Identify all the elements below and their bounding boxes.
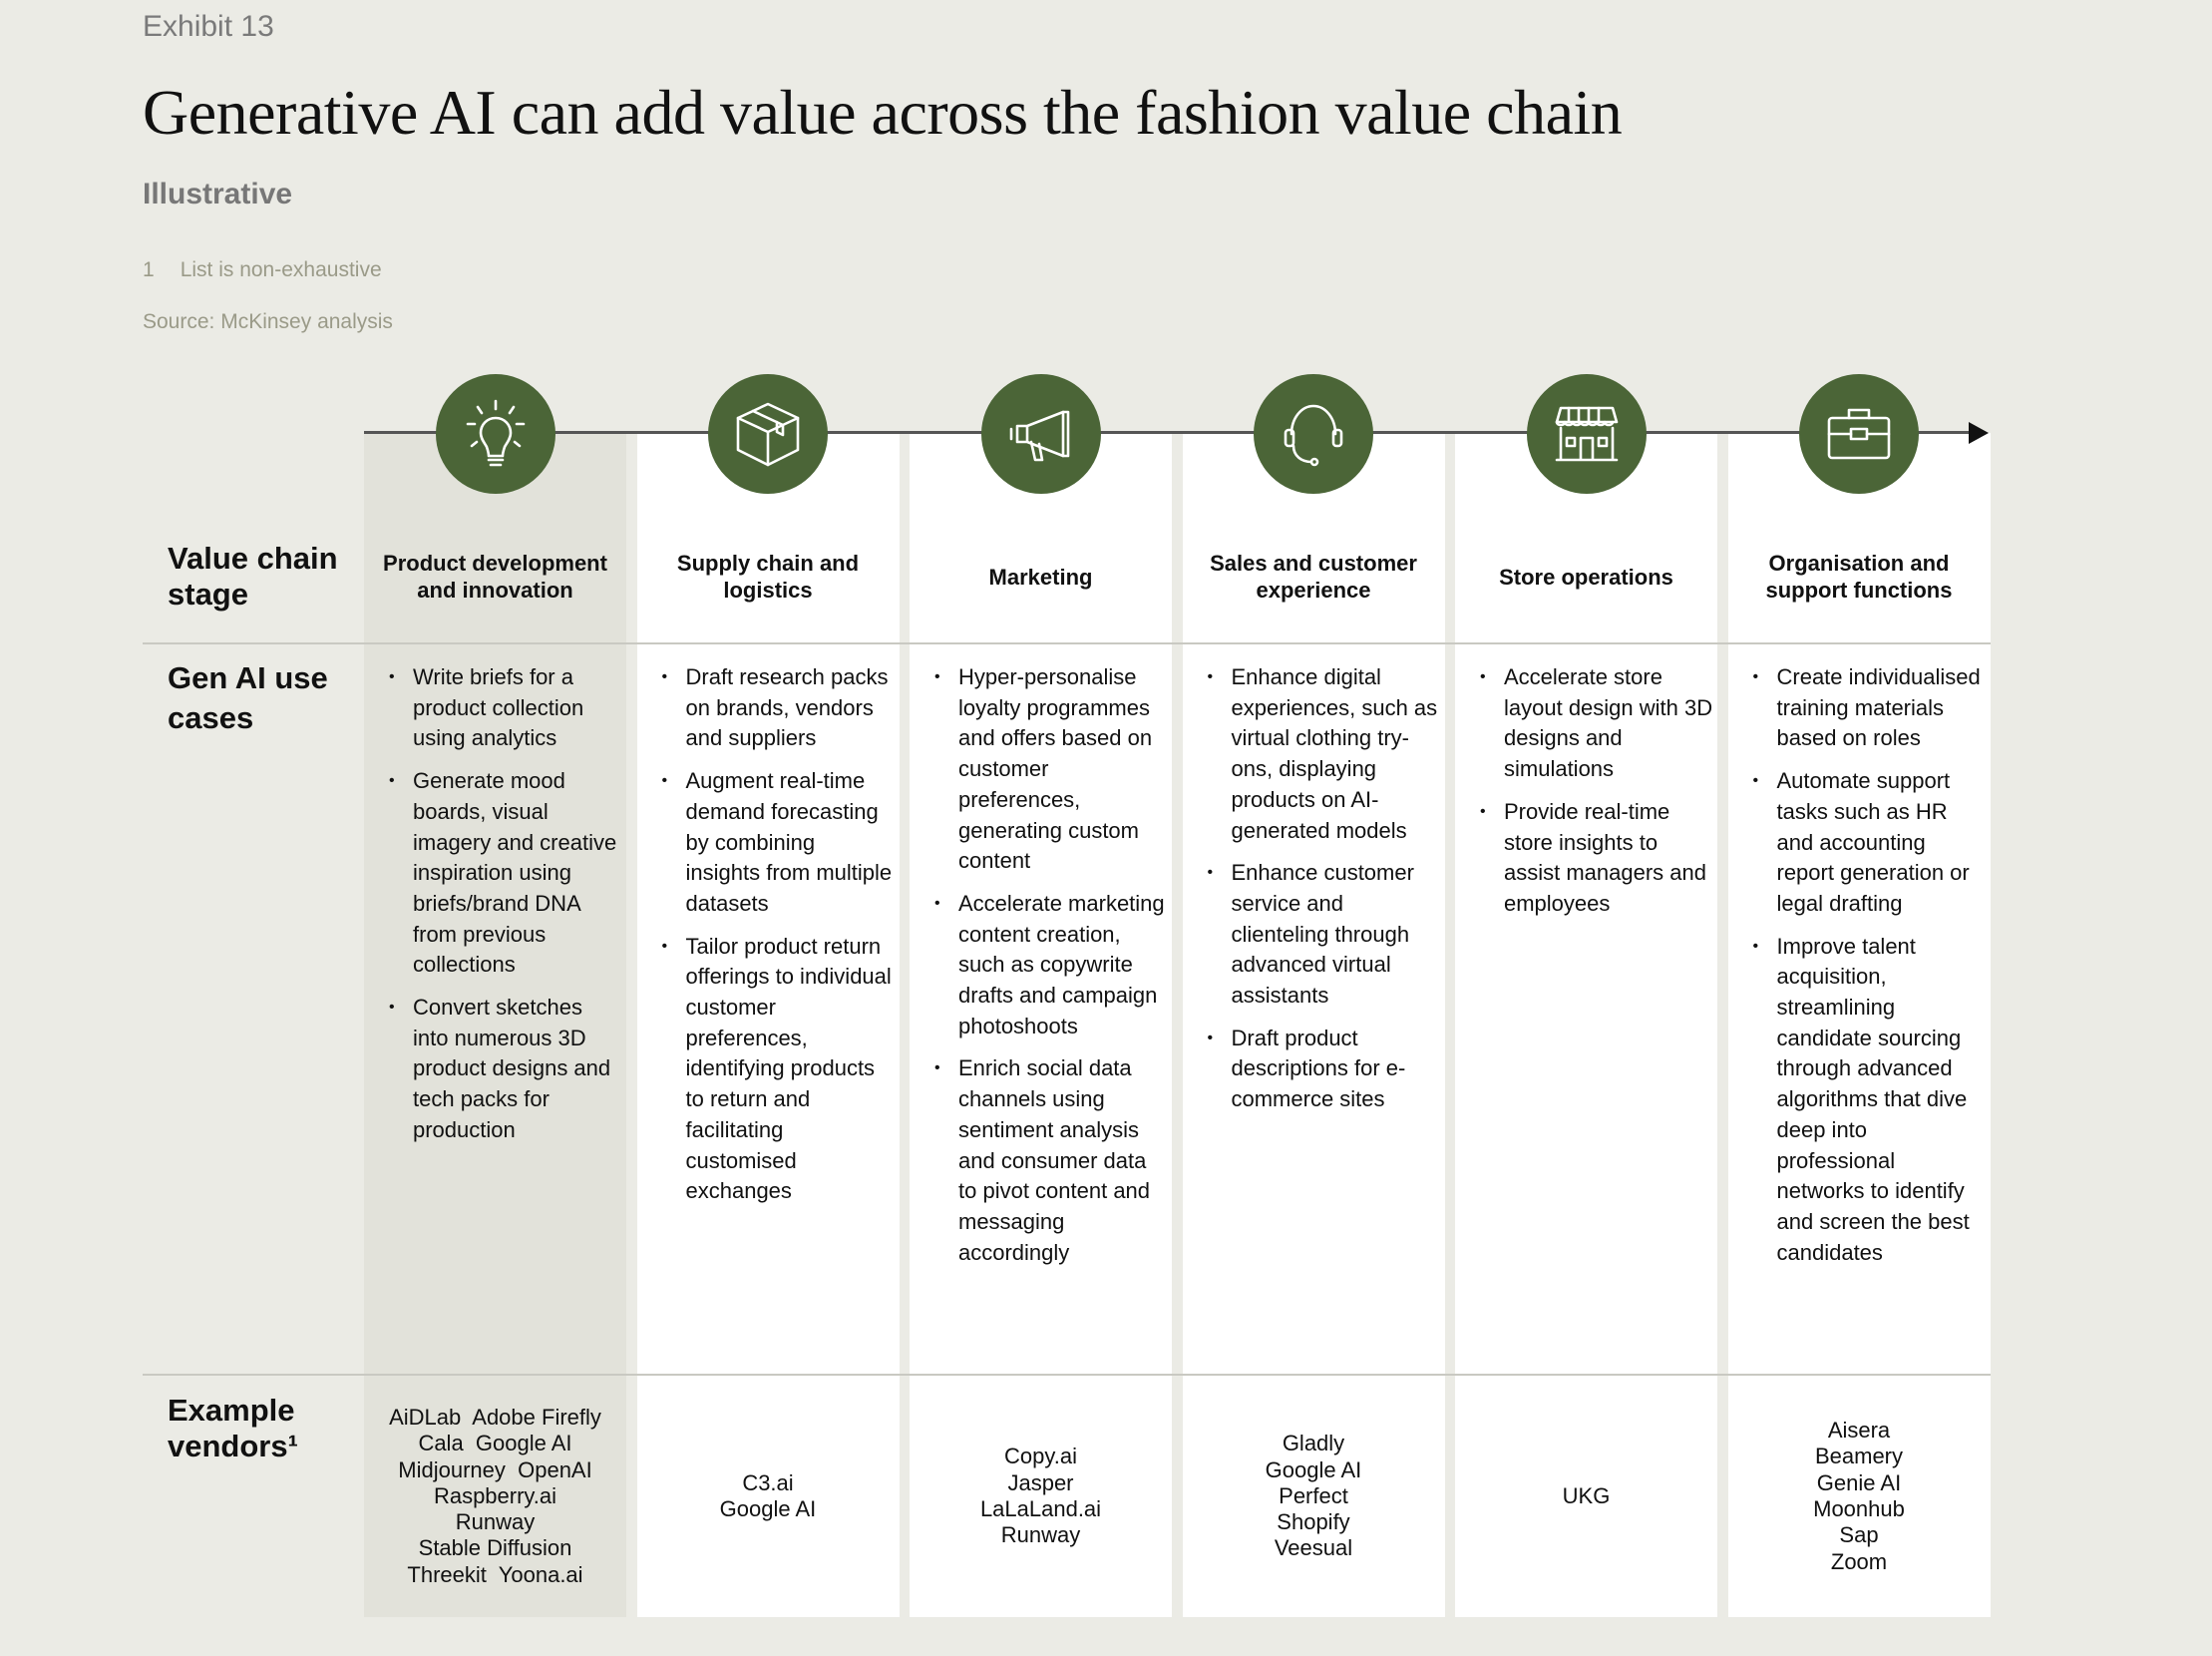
footnote: 1 List is non-exhaustive xyxy=(143,258,382,282)
use-case-item: Tailor product return offerings to indiv… xyxy=(662,932,896,1207)
exhibit-number: Exhibit 13 xyxy=(143,10,274,43)
stage-header: Organisation and support functions xyxy=(1765,551,1953,603)
stage-column xyxy=(1455,433,1717,1617)
stage-header: Supply chain and logistics xyxy=(676,551,860,603)
use-case-list: Hyper-personalise loyalty programmes and… xyxy=(934,662,1168,1280)
source-note: Source: McKinsey analysis xyxy=(143,310,393,333)
vendor-name: Jasper xyxy=(1007,1469,1074,1495)
vendor-name: Genie AI xyxy=(1816,1469,1902,1495)
row-label-use-cases: Gen AI use cases xyxy=(168,660,328,735)
use-case-list: Create individualised training materials… xyxy=(1753,662,1987,1280)
vendor-name: Stable Diffusion xyxy=(418,1535,572,1561)
use-case-item: Generate mood boards, visual imagery and… xyxy=(389,766,622,981)
vendor-name: C3.ai xyxy=(742,1469,794,1495)
arrow-right-icon xyxy=(1969,422,1989,444)
use-case-item: Automate support tasks such as HR and ac… xyxy=(1753,766,1987,920)
use-case-list: Write briefs for a product collection us… xyxy=(389,662,622,1158)
vendor-name: Aisera xyxy=(1827,1418,1891,1444)
use-case-item: Create individualised training materials… xyxy=(1753,662,1987,754)
use-case-list: Draft research packs on brands, vendors … xyxy=(662,662,896,1219)
vendor-name: Perfect xyxy=(1279,1482,1348,1508)
vendor-name: UKG xyxy=(1562,1482,1611,1508)
vendor-name: Midjourney OpenAI xyxy=(398,1456,592,1482)
vendor-name: LaLaLand.ai xyxy=(979,1496,1102,1521)
row-divider xyxy=(143,1374,1991,1376)
vendor-name: Zoom xyxy=(1830,1548,1888,1574)
vendor-name: Raspberry.ai xyxy=(433,1482,557,1508)
use-case-item: Augment real-time demand forecasting by … xyxy=(662,766,896,920)
vendor-name: AiDLab Adobe Firefly xyxy=(389,1404,601,1430)
vendor-list: C3.ai Google AI xyxy=(637,1377,900,1616)
page-title: Generative AI can add value across the f… xyxy=(143,77,1623,148)
use-case-item: Write briefs for a product collection us… xyxy=(389,662,622,754)
megaphone-icon xyxy=(980,374,1101,494)
vendor-list: Copy.ai Jasper LaLaLand.ai Runway xyxy=(910,1377,1172,1616)
vendor-name: Runway xyxy=(1000,1522,1081,1548)
use-case-item: Draft product descriptions for e-commerc… xyxy=(1208,1024,1441,1115)
vendor-name: Threekit Yoona.ai xyxy=(407,1561,583,1587)
vendor-name: Google AI xyxy=(1265,1456,1362,1482)
stage-header: Sales and customer experience xyxy=(1210,551,1417,603)
vendor-name: Gladly xyxy=(1282,1431,1345,1456)
stage-header: Marketing xyxy=(988,564,1093,590)
vendor-list: Gladly Google AI Perfect Shopify Veesual xyxy=(1183,1377,1445,1616)
use-case-list: Accelerate store layout design with 3D d… xyxy=(1480,662,1713,932)
subtitle: Illustrative xyxy=(143,178,293,210)
use-case-item: Draft research packs on brands, vendors … xyxy=(662,662,896,754)
stage-header: Product development and innovation xyxy=(383,551,607,603)
footnote-text: List is non-exhaustive xyxy=(180,258,382,281)
use-case-item: Convert sketches into numerous 3D produc… xyxy=(389,993,622,1146)
row-divider xyxy=(143,642,1991,644)
vendor-name: Google AI xyxy=(719,1496,817,1521)
stage-header: Store operations xyxy=(1499,564,1673,590)
use-case-list: Enhance digital experiences, such as vir… xyxy=(1208,662,1441,1127)
footnote-number: 1 xyxy=(143,258,155,281)
use-case-item: Provide real-time store insights to assi… xyxy=(1480,797,1713,920)
vendor-name: Copy.ai xyxy=(1004,1444,1077,1469)
row-label-stage: Value chain stage xyxy=(168,541,338,612)
use-case-item: Enhance customer service and clienteling… xyxy=(1208,858,1441,1012)
vendor-name: Cala Google AI xyxy=(418,1431,572,1456)
vendor-list: AiDLab Adobe Firefly Cala Google AI Midjou… xyxy=(364,1377,626,1616)
use-case-item: Hyper-personalise loyalty programmes and… xyxy=(934,662,1168,877)
vendor-name: Beamery xyxy=(1814,1444,1904,1469)
vendor-name: Sap xyxy=(1839,1522,1879,1548)
headset-icon xyxy=(1254,374,1373,494)
vendor-name: Shopify xyxy=(1277,1509,1350,1535)
vendor-name: Runway xyxy=(455,1509,536,1535)
vendor-name: Veesual xyxy=(1274,1535,1353,1561)
use-case-item: Accelerate store layout design with 3D d… xyxy=(1480,662,1713,785)
storefront-icon xyxy=(1526,374,1647,494)
use-case-item: Improve talent acquisition, streamlining… xyxy=(1753,932,1987,1269)
box-icon xyxy=(708,374,828,494)
value-chain-flow-line xyxy=(364,431,1970,434)
lightbulb-icon xyxy=(435,374,555,494)
vendor-list: Aisera Beamery Genie AI Moonhub Sap Zoom xyxy=(1728,1377,1991,1616)
vendor-name: Moonhub xyxy=(1813,1496,1905,1521)
vendor-list: UKG xyxy=(1455,1377,1717,1616)
use-case-item: Accelerate marketing content creation, s… xyxy=(934,889,1168,1042)
briefcase-icon xyxy=(1799,374,1919,494)
row-label-vendors: Example vendors¹ xyxy=(168,1393,298,1463)
use-case-item: Enrich social data channels using sentim… xyxy=(934,1053,1168,1268)
use-case-item: Enhance digital experiences, such as vir… xyxy=(1208,662,1441,846)
